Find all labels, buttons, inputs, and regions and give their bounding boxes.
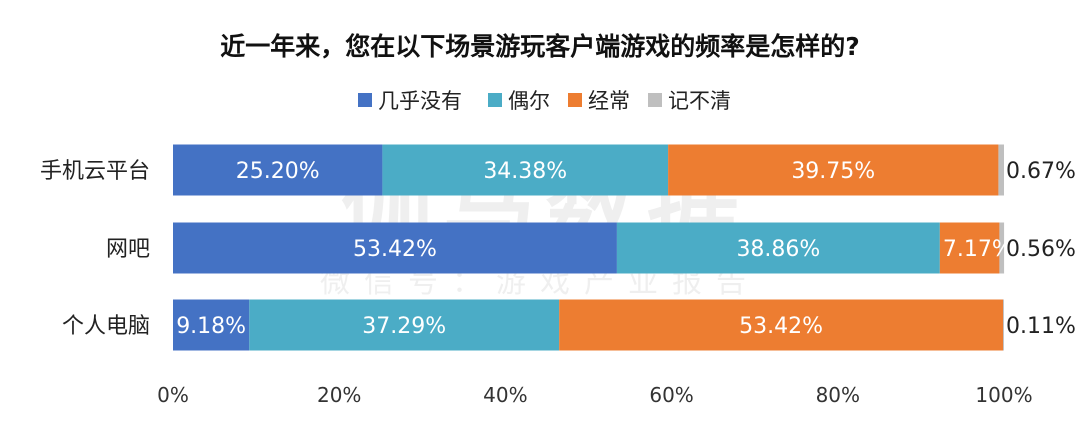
bar-2-2 (559, 299, 1004, 351)
legend-label-1: 偶尔 (508, 89, 550, 113)
x-tick-label-0: 0% (157, 383, 189, 407)
bar-2-1 (249, 299, 560, 351)
legend-swatch-3 (648, 93, 662, 107)
x-tick-label-3: 60% (649, 383, 693, 407)
legend-label-0: 几乎没有 (378, 89, 462, 113)
bar-2-3 (1003, 299, 1004, 351)
legend-swatch-1 (488, 93, 502, 107)
bar-1-3 (999, 222, 1005, 274)
legend: 几乎没有 偶尔 经常 记不清 (358, 89, 731, 113)
data-label-0-0: 25.20% (236, 159, 320, 184)
data-label-1-3: 0.56% (1006, 237, 1076, 262)
x-tick-label-5: 100% (975, 383, 1032, 407)
x-tick-label-4: 80% (816, 383, 860, 407)
x-tick-label-1: 20% (317, 383, 361, 407)
legend-label-3: 记不清 (668, 89, 731, 113)
data-label-0-3: 0.67% (1006, 159, 1076, 184)
data-label-2-1: 37.29% (362, 314, 446, 339)
bar-0-1 (382, 144, 669, 196)
chart-title: 近一年来，您在以下场景游玩客户端游戏的频率是怎样的? (220, 32, 860, 61)
data-label-2-3: 0.11% (1006, 314, 1076, 339)
legend-swatch-2 (568, 93, 582, 107)
legend-label-2: 经常 (588, 89, 630, 113)
data-label-0-1: 34.38% (483, 159, 567, 184)
category-label-0: 手机云平台 (40, 159, 150, 184)
data-label-1-2: 7.17% (943, 237, 1013, 262)
legend-swatch-0 (358, 93, 372, 107)
category-label-1: 网吧 (106, 237, 150, 262)
bar-1-2 (939, 222, 1000, 274)
bars: 25.20% 34.38% 39.75% 0.67% 53.42% 38.86% 7.17%… (173, 144, 1076, 351)
bar-0-3 (998, 144, 1004, 196)
bar-2-0 (173, 299, 250, 351)
data-label-1-0: 53.42% (353, 237, 437, 262)
data-label-0-2: 39.75% (791, 159, 875, 184)
category-label-2: 个人电脑 (62, 314, 150, 339)
bar-0-2 (668, 144, 999, 196)
bar-1-0 (173, 222, 617, 274)
x-axis-ticks: 0% 20% 40% 60% 80% 100% (157, 383, 1032, 407)
bar-0-0 (173, 144, 383, 196)
data-label-2-0: 9.18% (176, 314, 246, 339)
data-label-2-2: 53.42% (739, 314, 823, 339)
x-tick-label-2: 40% (483, 383, 527, 407)
bar-1-1 (616, 222, 940, 274)
data-label-1-1: 38.86% (736, 237, 820, 262)
